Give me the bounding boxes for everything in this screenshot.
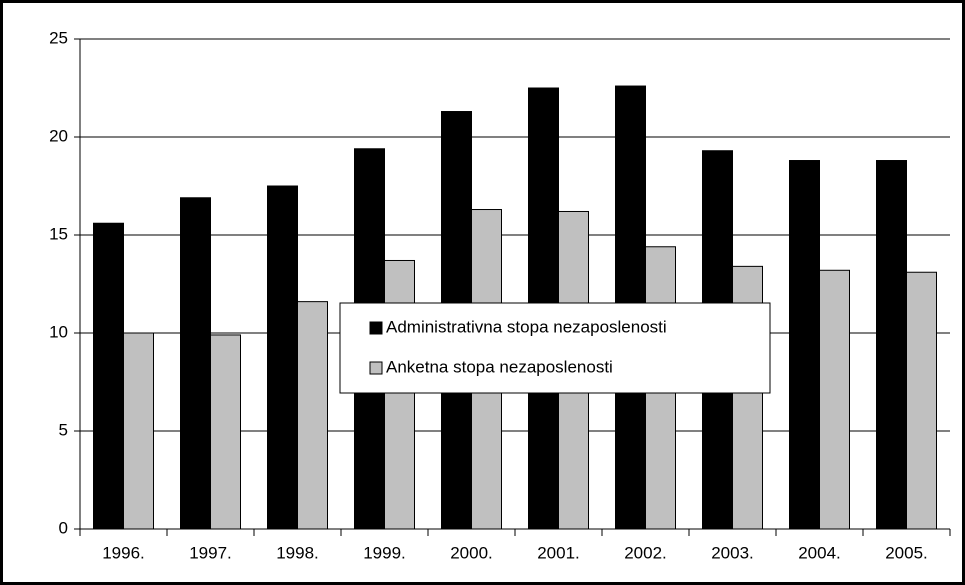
x-tick-label: 2000. xyxy=(450,543,493,562)
bar xyxy=(789,160,820,530)
y-tick-label: 5 xyxy=(59,420,68,439)
x-tick-label: 1996. xyxy=(102,543,145,562)
bar xyxy=(180,197,211,530)
bar xyxy=(210,334,241,530)
x-tick-label: 2003. xyxy=(711,543,754,562)
bar xyxy=(906,271,937,530)
bar xyxy=(123,332,154,530)
bar xyxy=(267,185,298,530)
bar xyxy=(384,259,415,530)
y-tick-label: 10 xyxy=(49,322,68,341)
y-tick-label: 0 xyxy=(59,518,68,537)
x-tick-label: 2004. xyxy=(798,543,841,562)
y-tick-label: 20 xyxy=(49,126,68,145)
bar xyxy=(297,301,328,530)
x-tick-label: 2005. xyxy=(885,543,928,562)
legend: Administrativna stopa nezaposlenosti Anke… xyxy=(339,302,771,394)
y-tick-label: 15 xyxy=(49,224,68,243)
bar xyxy=(93,222,124,530)
bar xyxy=(876,160,907,530)
x-tick-label: 1999. xyxy=(363,543,406,562)
x-tick-label: 1997. xyxy=(189,543,232,562)
legend-box xyxy=(339,302,771,394)
x-tick-label: 2002. xyxy=(624,543,667,562)
legend-label: Anketna stopa nezaposlenosti xyxy=(386,357,613,376)
legend-label: Administrativna stopa nezaposlenosti xyxy=(386,317,667,336)
bar xyxy=(819,269,850,530)
legend-swatch xyxy=(369,361,383,375)
y-tick-label: 25 xyxy=(49,28,68,47)
x-tick-label: 2001. xyxy=(537,543,580,562)
legend-swatch xyxy=(369,321,383,335)
x-tick-label: 1998. xyxy=(276,543,319,562)
